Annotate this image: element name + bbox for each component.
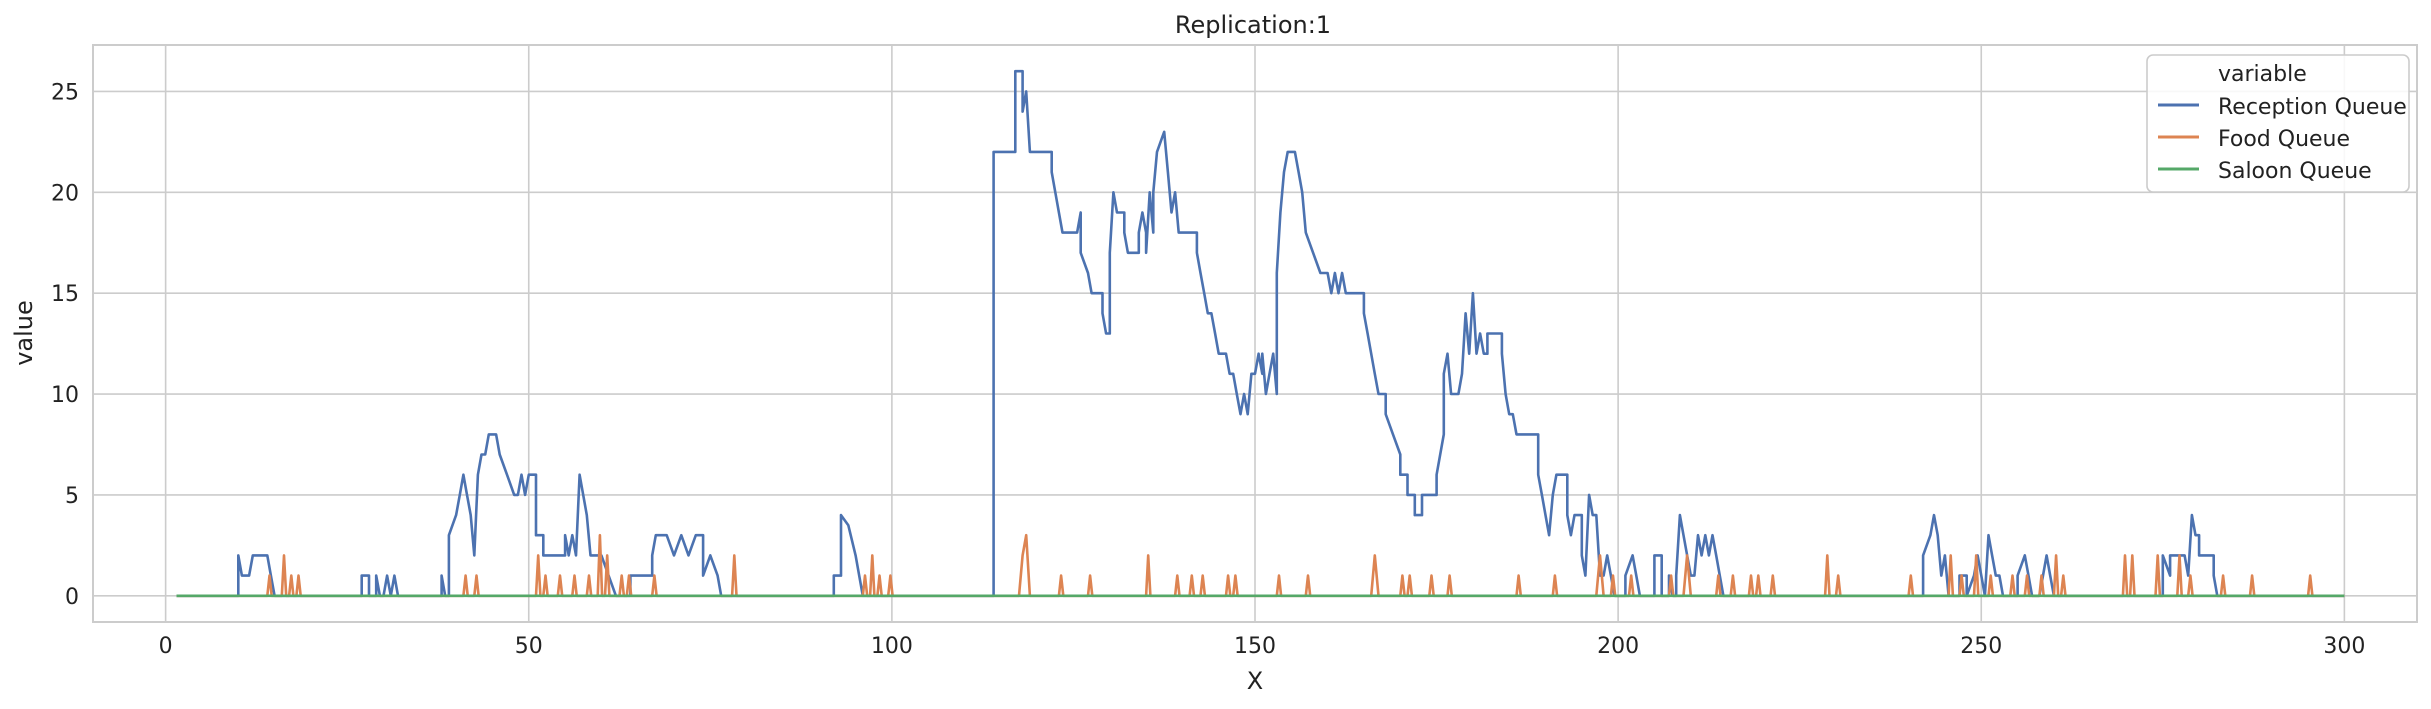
y-axis-ticks: 0 5 10 15 20 25 — [51, 80, 79, 609]
x-tick-label: 200 — [1597, 634, 1639, 659]
y-tick-label: 15 — [51, 282, 79, 307]
legend-label-saloon-queue: Saloon Queue — [2218, 159, 2372, 184]
y-tick-label: 25 — [51, 80, 79, 105]
x-tick-label: 300 — [2323, 634, 2365, 659]
x-axis-label: X — [1247, 667, 1263, 695]
x-tick-label: 100 — [871, 634, 913, 659]
plot-series — [176, 69, 2345, 598]
chart-title: Replication:1 — [1175, 11, 1331, 39]
y-tick-label: 0 — [65, 585, 79, 610]
y-tick-label: 5 — [65, 484, 79, 509]
x-tick-label: 150 — [1234, 634, 1276, 659]
legend: variable Reception Queue Food Queue Saloon… — [2146, 54, 2410, 193]
x-tick-label: 50 — [515, 634, 543, 659]
x-tick-label: 0 — [159, 634, 173, 659]
y-tick-label: 10 — [51, 383, 79, 408]
food-queue-line — [176, 533, 2345, 598]
legend-box — [2146, 54, 2410, 193]
legend-label-reception-queue: Reception Queue — [2218, 95, 2407, 120]
reception-queue-line — [176, 69, 2345, 598]
y-axis-label: value — [10, 300, 38, 366]
legend-title: variable — [2218, 62, 2307, 87]
plot-frame — [92, 44, 2418, 623]
y-tick-label: 20 — [51, 181, 79, 206]
grid-lines — [93, 45, 2417, 622]
x-tick-label: 250 — [1960, 634, 2002, 659]
x-axis-ticks: 0 50 100 150 200 250 300 — [159, 634, 2366, 659]
legend-label-food-queue: Food Queue — [2218, 127, 2350, 152]
